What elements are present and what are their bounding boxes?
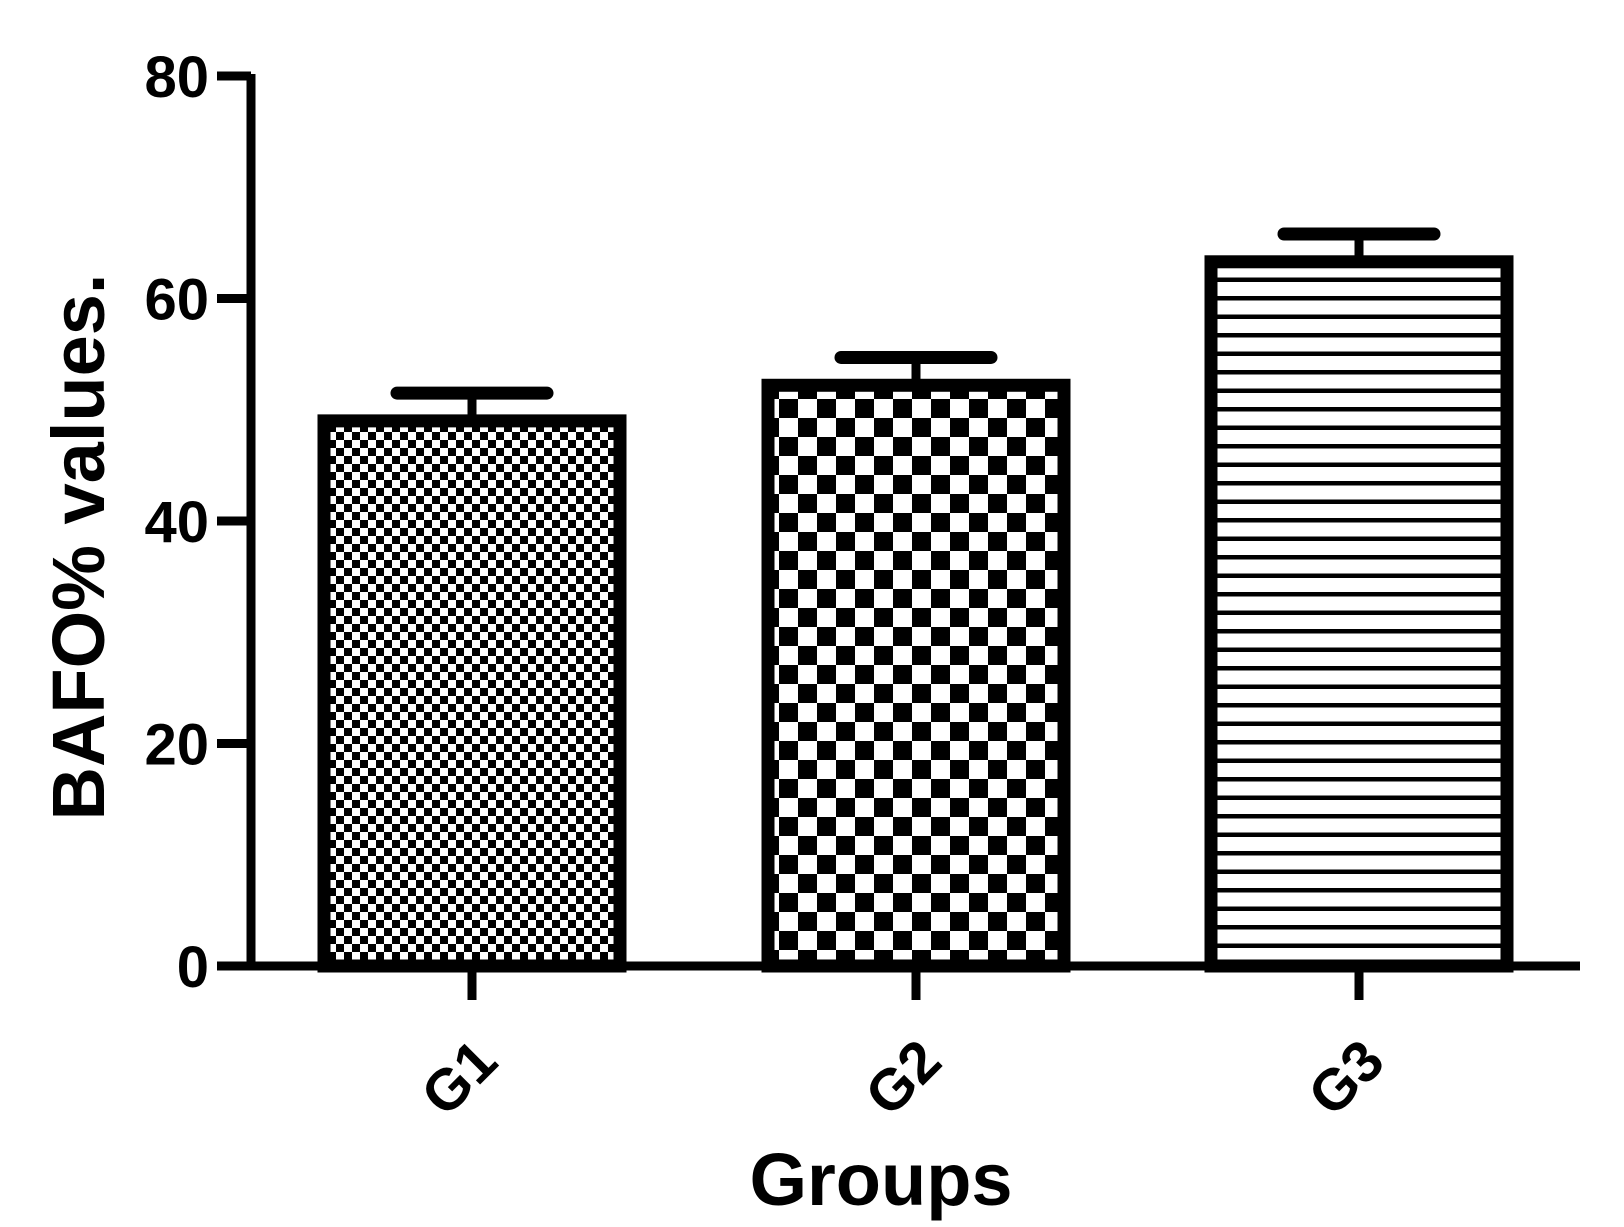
y-tick-label: 20 [144,713,209,778]
bar-g3 [1204,255,1514,973]
y-tick-label: 60 [144,268,209,333]
y-tick-label: 40 [144,490,209,555]
bar-g2 [761,378,1071,973]
y-axis-title: BAFO% values. [37,274,120,821]
x-axis-title: Groups [749,1138,1012,1221]
y-tick-label: 0 [177,935,209,1000]
x-tick-label: G2 [853,1028,954,1129]
y-tick-label: 80 [144,45,209,110]
x-tick-label: G3 [1296,1028,1397,1129]
x-axis: G1 G2 G3 [217,961,1580,1129]
bar-g1 [317,414,627,973]
y-axis: 0 20 40 60 80 [144,45,256,1000]
x-tick-label: G1 [409,1028,510,1129]
bars [317,227,1514,973]
